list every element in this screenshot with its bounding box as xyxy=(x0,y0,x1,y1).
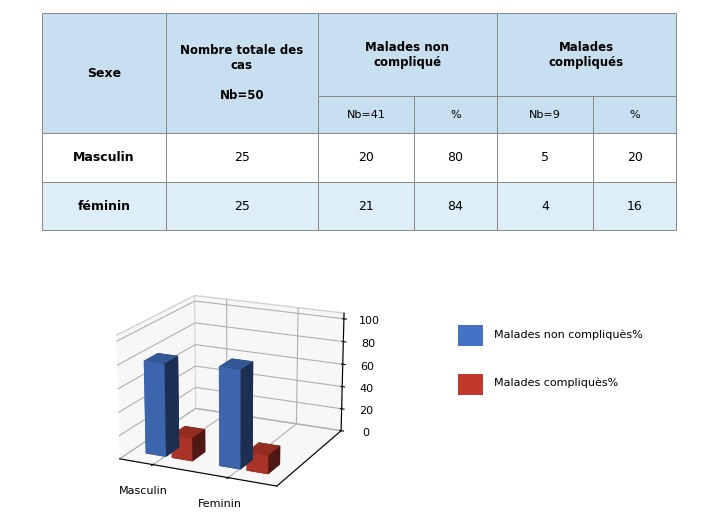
Text: Malades non compliquès%: Malades non compliquès% xyxy=(494,329,643,340)
Bar xyxy=(593,182,676,230)
Text: %: % xyxy=(450,110,461,120)
Bar xyxy=(166,182,317,230)
Bar xyxy=(593,96,676,133)
Bar xyxy=(317,182,414,230)
Text: Nb=41: Nb=41 xyxy=(347,110,386,120)
Bar xyxy=(414,133,497,182)
Text: Malades compliquès%: Malades compliquès% xyxy=(494,378,618,388)
Text: 84: 84 xyxy=(447,200,463,213)
Text: Malades non
compliqué: Malades non compliqué xyxy=(365,41,449,69)
Bar xyxy=(497,96,593,133)
Text: 20: 20 xyxy=(358,151,374,164)
Text: 20: 20 xyxy=(627,151,643,164)
Bar xyxy=(317,13,497,96)
Text: Masculin: Masculin xyxy=(73,151,135,164)
Bar xyxy=(457,326,483,346)
Text: %: % xyxy=(630,110,640,120)
Text: 4: 4 xyxy=(541,200,549,213)
Text: Nombre totale des
cas

Nb=50: Nombre totale des cas Nb=50 xyxy=(180,44,304,102)
Bar xyxy=(414,96,497,133)
Bar xyxy=(497,182,593,230)
Bar xyxy=(497,133,593,182)
Bar xyxy=(166,13,317,133)
Bar xyxy=(317,96,414,133)
Bar xyxy=(593,133,676,182)
Text: Sexe: Sexe xyxy=(87,67,121,80)
Text: Malades
compliqués: Malades compliqués xyxy=(549,41,624,69)
Bar xyxy=(414,182,497,230)
Text: 21: 21 xyxy=(358,200,374,213)
Text: 25: 25 xyxy=(234,151,250,164)
Text: féminin: féminin xyxy=(78,200,131,213)
Bar xyxy=(497,13,676,96)
Bar xyxy=(457,374,483,395)
Text: 16: 16 xyxy=(627,200,643,213)
Text: Nb=9: Nb=9 xyxy=(529,110,561,120)
Bar xyxy=(317,133,414,182)
Text: 80: 80 xyxy=(447,151,464,164)
Bar xyxy=(42,133,166,182)
Bar xyxy=(42,182,166,230)
Text: 25: 25 xyxy=(234,200,250,213)
Bar xyxy=(166,133,317,182)
Bar xyxy=(42,13,166,133)
Text: 5: 5 xyxy=(541,151,549,164)
